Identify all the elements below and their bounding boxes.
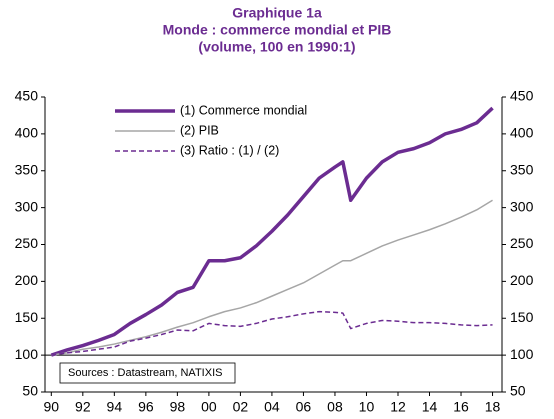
y2-tick-label: 100	[510, 346, 534, 362]
y-tick-label: 400	[15, 125, 39, 141]
x-tick-label: 06	[296, 399, 312, 415]
y2-tick-label: 350	[510, 161, 534, 177]
y2-tick-label: 50	[510, 383, 526, 399]
x-tick-label: 96	[138, 399, 154, 415]
x-tick-label: 90	[44, 399, 60, 415]
x-tick-label: 02	[233, 399, 249, 415]
series-line	[51, 310, 493, 356]
y-tick-label: 50	[22, 383, 38, 399]
y2-tick-label: 250	[510, 235, 534, 251]
x-tick-label: 10	[359, 399, 375, 415]
y2-tick-label: 400	[510, 125, 534, 141]
y-tick-label: 200	[15, 272, 39, 288]
y-tick-label: 350	[15, 161, 39, 177]
y-tick-label: 150	[15, 309, 39, 325]
y2-tick-label: 150	[510, 309, 534, 325]
x-tick-label: 14	[422, 399, 438, 415]
x-tick-label: 94	[107, 399, 123, 415]
y-tick-label: 300	[15, 198, 39, 214]
x-tick-label: 18	[485, 399, 501, 415]
x-tick-label: 08	[327, 399, 343, 415]
x-tick-label: 04	[264, 399, 280, 415]
y2-tick-label: 450	[510, 88, 534, 104]
chart-title: Graphique 1a	[232, 5, 322, 21]
y-tick-label: 100	[15, 346, 39, 362]
chart-subtitle: (volume, 100 en 1990:1)	[198, 39, 355, 55]
source-box	[59, 362, 236, 384]
y-tick-label: 250	[15, 235, 39, 251]
legend-label: (3) Ratio : (1) / (2)	[180, 143, 279, 157]
chart-subtitle: Monde : commerce mondial et PIB	[163, 22, 392, 38]
source-note: Sources : Datastream, NATIXIS	[68, 367, 222, 379]
x-tick-label: 16	[453, 399, 469, 415]
legend-label: (2) PIB	[180, 123, 219, 137]
y2-tick-label: 200	[510, 272, 534, 288]
x-tick-label: 12	[390, 399, 406, 415]
legend-label: (1) Commerce mondial	[180, 103, 307, 117]
y2-tick-label: 300	[510, 198, 534, 214]
x-tick-label: 92	[75, 399, 91, 415]
x-tick-label: 98	[170, 399, 186, 415]
series-line	[51, 199, 493, 356]
y-tick-label: 450	[15, 88, 39, 104]
x-tick-label: 00	[201, 399, 217, 415]
series-line	[50, 106, 494, 357]
